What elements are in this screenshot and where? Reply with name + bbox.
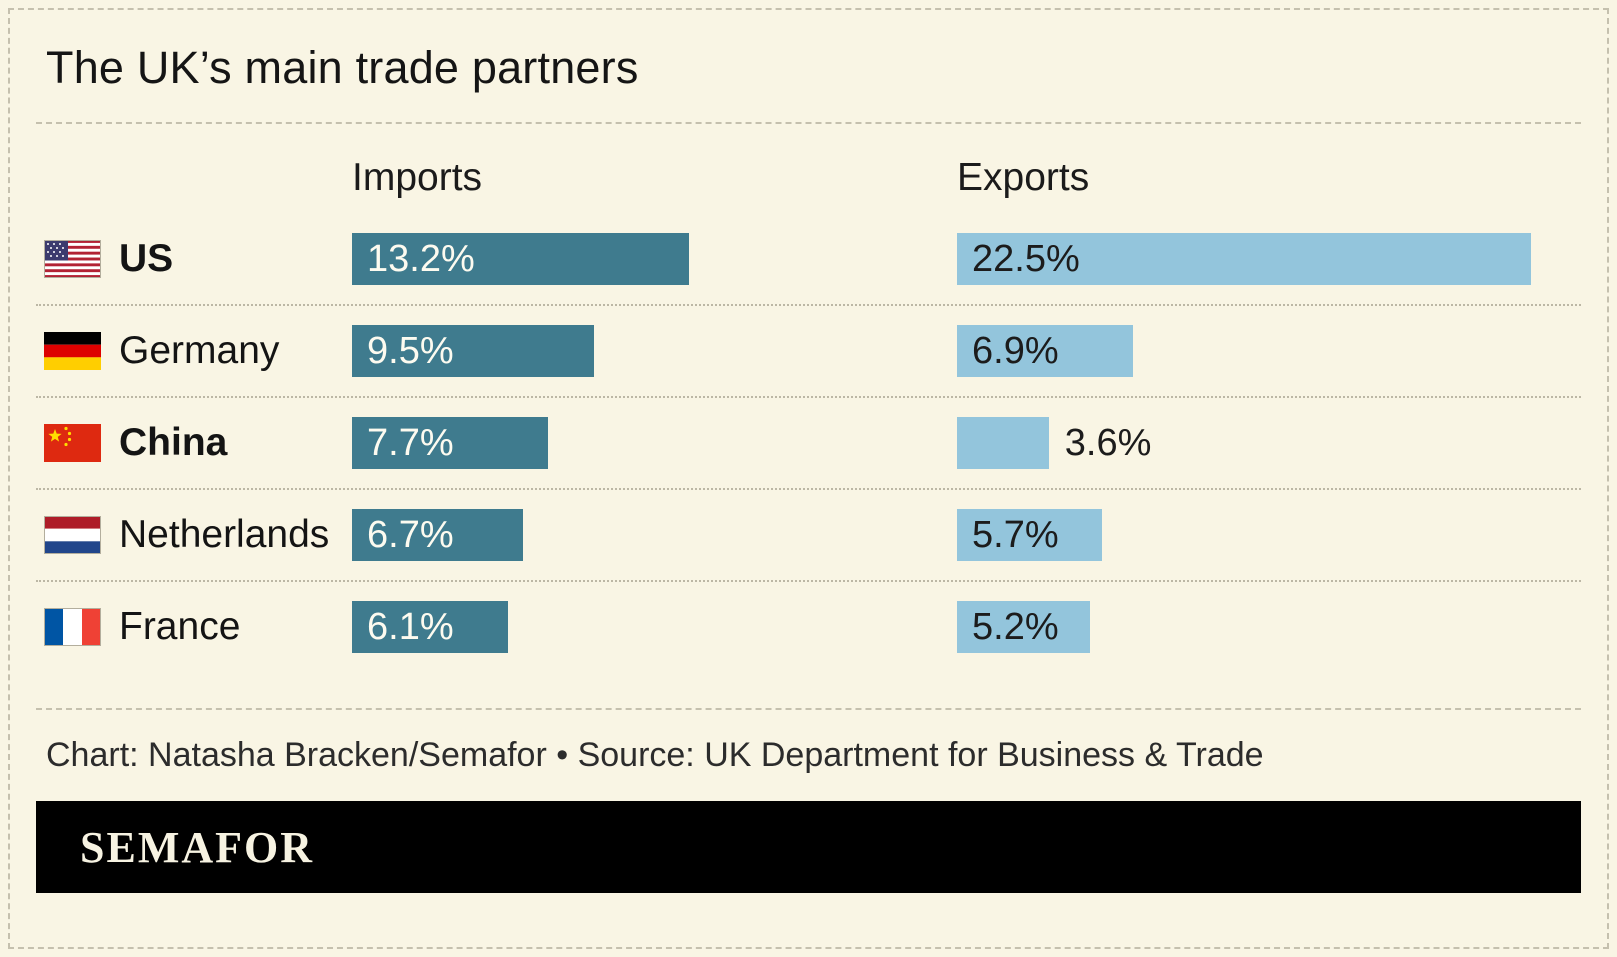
exports-value-label: 5.7% bbox=[972, 513, 1059, 556]
imports-bar-cell: 7.7% bbox=[352, 417, 957, 469]
imports-value-label: 9.5% bbox=[367, 329, 454, 372]
imports-bar: 9.5% bbox=[352, 325, 595, 377]
exports-bar-cell: 5.2% bbox=[957, 601, 1581, 653]
chart-row: France 6.1% 5.2% bbox=[36, 582, 1581, 672]
exports-bar: 22.5% bbox=[957, 233, 1531, 285]
country-cell: China bbox=[36, 421, 352, 465]
title-separator bbox=[36, 122, 1581, 124]
column-headers: Imports Exports bbox=[36, 156, 1581, 200]
footer-separator bbox=[36, 708, 1581, 710]
chart-frame: The UK’s main trade partners Imports Exp… bbox=[8, 8, 1609, 949]
exports-bar: 6.9% bbox=[957, 325, 1133, 377]
country-cell: Netherlands bbox=[36, 513, 352, 557]
label-column-spacer bbox=[36, 156, 352, 200]
imports-bar: 7.7% bbox=[352, 417, 549, 469]
semafor-logo-bar: SEMAFOR bbox=[36, 801, 1581, 893]
country-label: US bbox=[119, 237, 174, 280]
semafor-logo: SEMAFOR bbox=[80, 822, 314, 872]
exports-bar-cell: 5.7% bbox=[957, 509, 1581, 561]
exports-bar-cell: 6.9% bbox=[957, 325, 1581, 377]
imports-value-label: 7.7% bbox=[367, 421, 454, 464]
country-label: France bbox=[119, 605, 241, 648]
chart-row: US 13.2% 22.5% bbox=[36, 214, 1581, 306]
imports-bar-cell: 6.7% bbox=[352, 509, 957, 561]
exports-bar-cell: 22.5% bbox=[957, 233, 1581, 285]
page-title: The UK’s main trade partners bbox=[46, 42, 639, 93]
chart-caption: Chart: Natasha Bracken/Semafor • Source:… bbox=[46, 736, 1264, 774]
exports-value-label: 6.9% bbox=[972, 329, 1059, 372]
flag-us-icon bbox=[44, 240, 101, 278]
country-cell: US bbox=[36, 237, 352, 281]
chart-row: Germany 9.5% 6.9% bbox=[36, 306, 1581, 398]
country-cell: France bbox=[36, 605, 352, 649]
chart-row: Netherlands 6.7% 5.7% bbox=[36, 490, 1581, 582]
country-cell: Germany bbox=[36, 329, 352, 373]
imports-bar-cell: 6.1% bbox=[352, 601, 957, 653]
country-label: China bbox=[119, 421, 228, 464]
exports-value-label: 5.2% bbox=[972, 605, 1059, 648]
imports-value-label: 6.1% bbox=[367, 605, 454, 648]
country-label: Netherlands bbox=[119, 513, 330, 556]
exports-bar-cell: 3.6% bbox=[957, 417, 1581, 469]
country-label: Germany bbox=[119, 329, 280, 372]
flag-nl-icon bbox=[44, 516, 101, 554]
imports-value-label: 13.2% bbox=[367, 237, 475, 280]
imports-bar-cell: 9.5% bbox=[352, 325, 957, 377]
flag-cn-icon bbox=[44, 424, 101, 462]
chart-rows: US 13.2% 22.5% Germany 9.5% 6.9% China 7.7% 3.6%… bbox=[36, 214, 1581, 672]
exports-bar bbox=[957, 417, 1049, 469]
flag-de-icon bbox=[44, 332, 101, 370]
imports-value-label: 6.7% bbox=[367, 513, 454, 556]
chart-row: China 7.7% 3.6% bbox=[36, 398, 1581, 490]
imports-bar: 6.1% bbox=[352, 601, 508, 653]
exports-bar: 5.2% bbox=[957, 601, 1090, 653]
imports-bar: 13.2% bbox=[352, 233, 689, 285]
imports-bar-cell: 13.2% bbox=[352, 233, 957, 285]
exports-column-header: Exports bbox=[957, 156, 1090, 199]
exports-value-label: 3.6% bbox=[1064, 421, 1152, 464]
imports-column-header: Imports bbox=[352, 156, 483, 199]
imports-bar: 6.7% bbox=[352, 509, 523, 561]
flag-fr-icon bbox=[44, 608, 101, 646]
exports-value-label: 22.5% bbox=[972, 237, 1080, 280]
exports-bar: 5.7% bbox=[957, 509, 1103, 561]
